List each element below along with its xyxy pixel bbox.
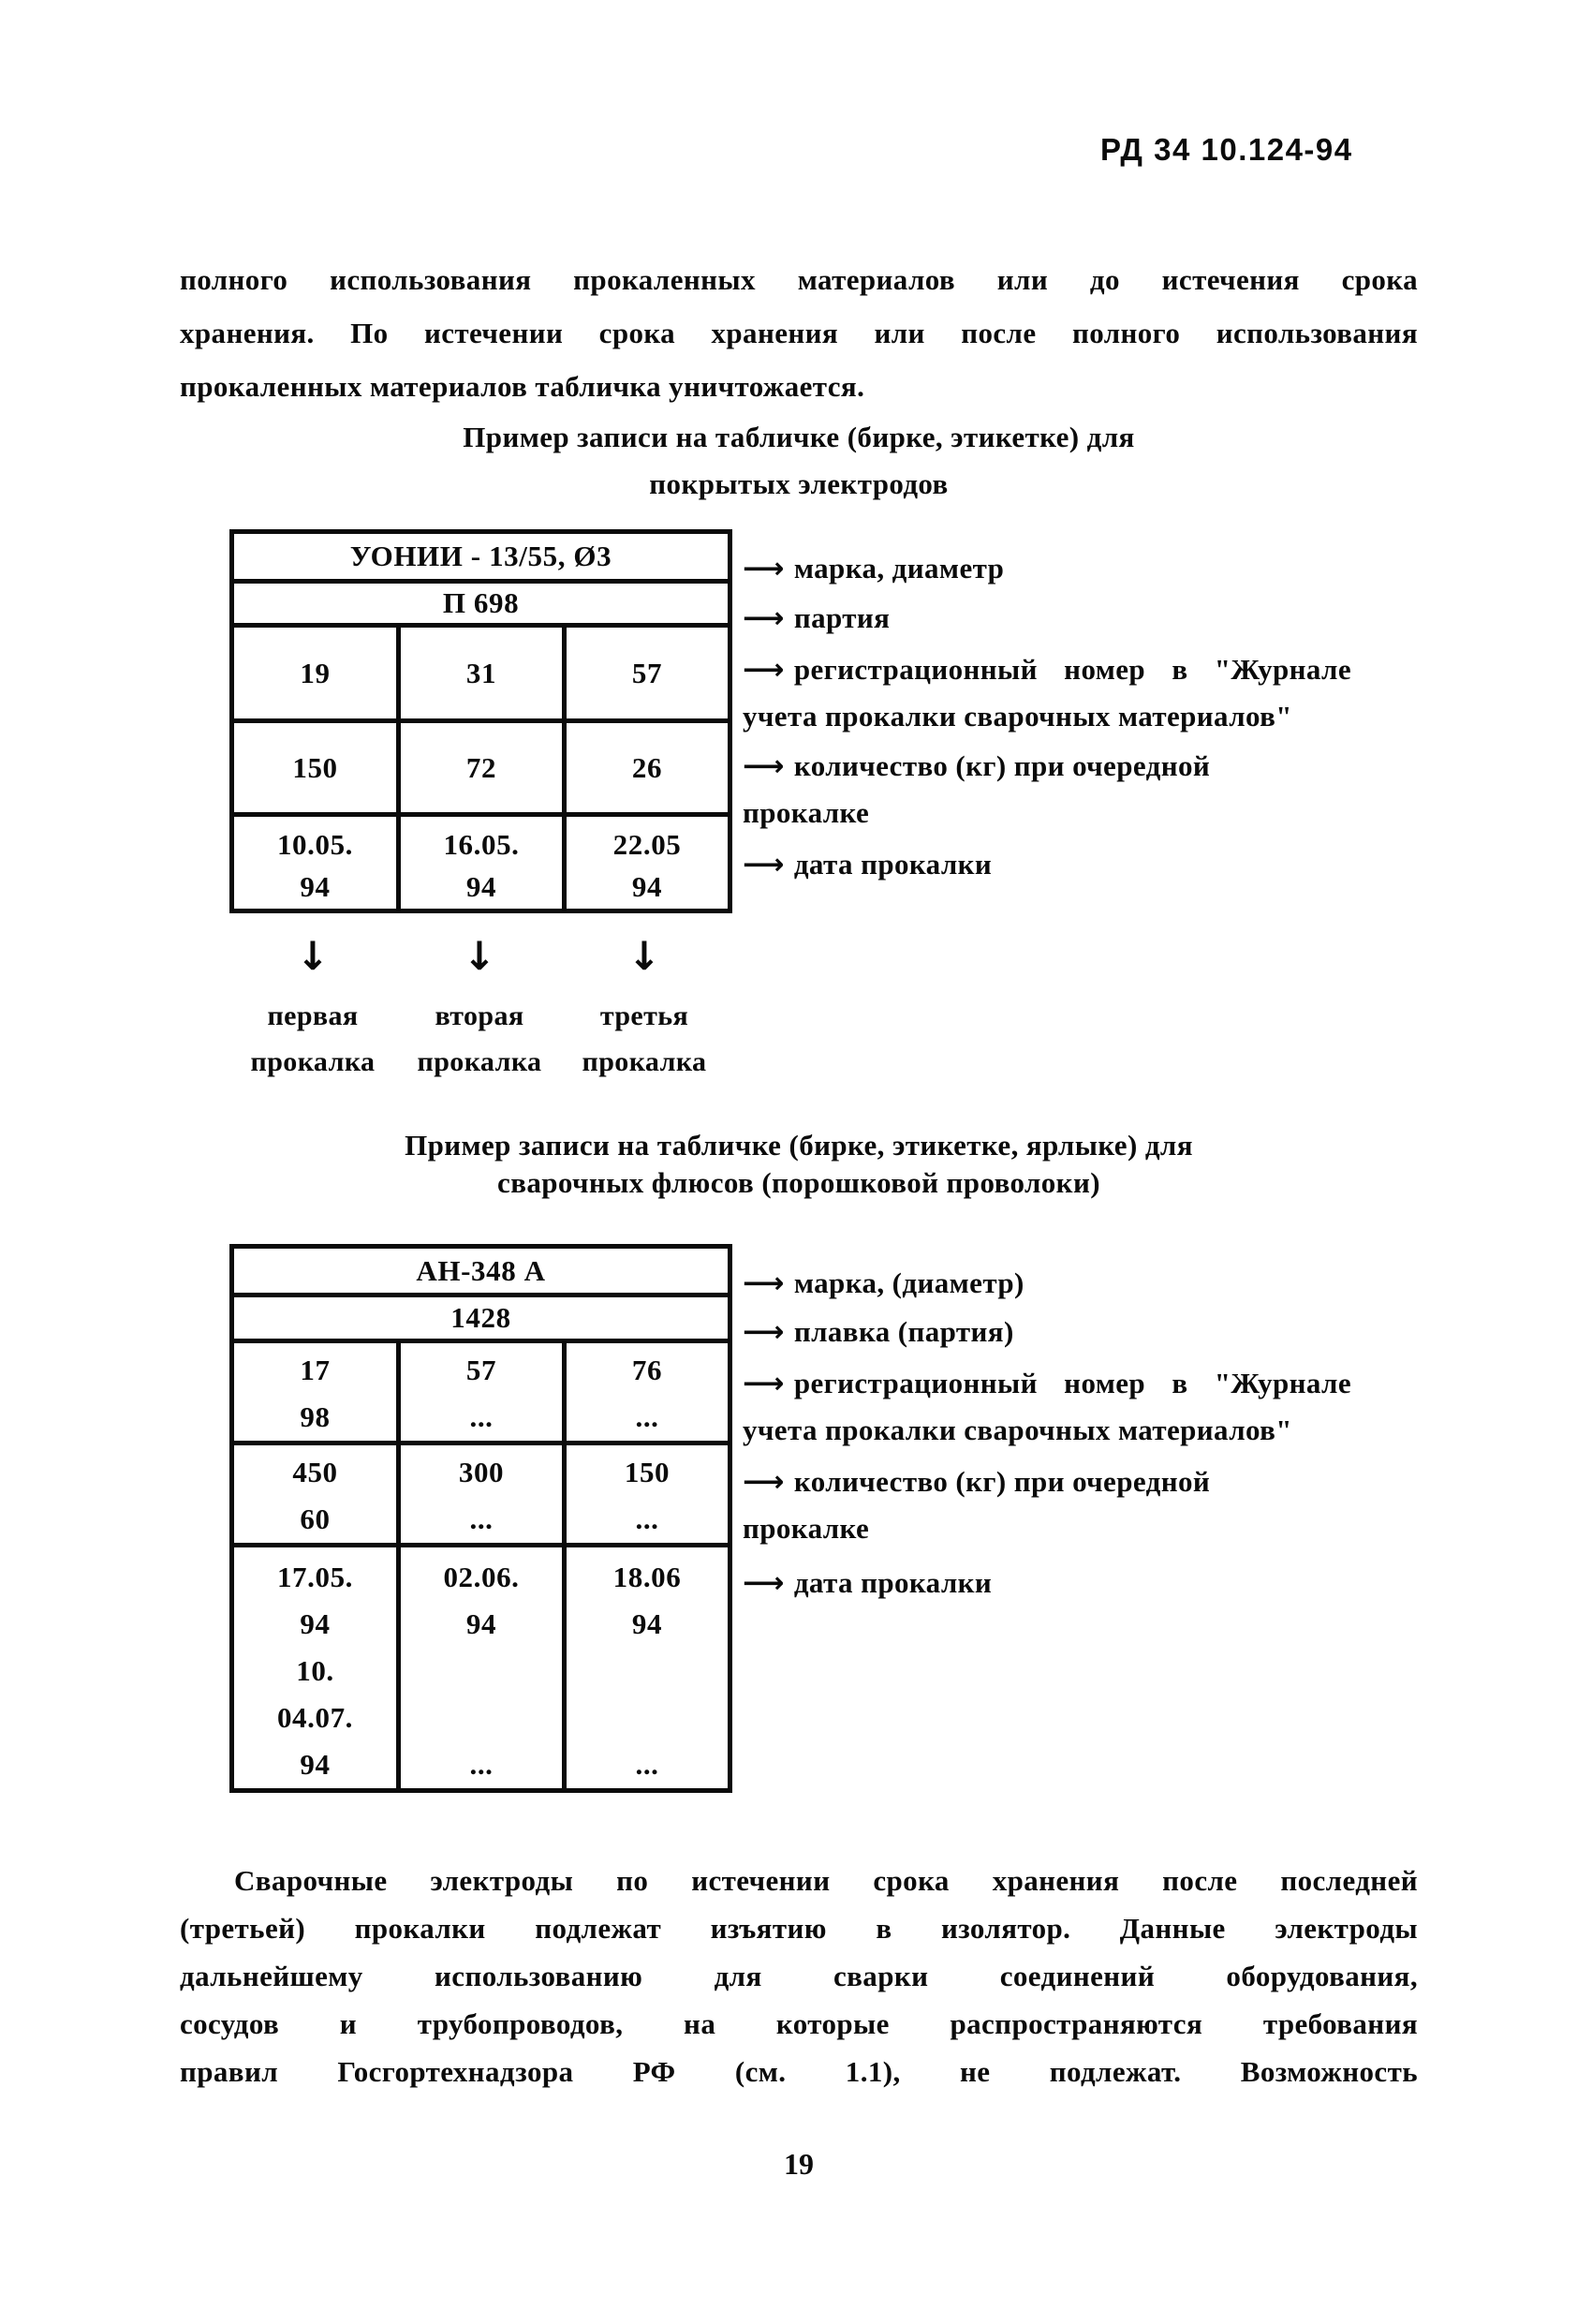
right-arrow-icon: ⟶ [743, 552, 785, 585]
right-arrow-icon: ⟶ [743, 601, 785, 635]
example2-title-line: Пример записи на табличке (бирке, этикет… [405, 1129, 1193, 1162]
annotation-date: ⟶ дата прокалки [743, 841, 1372, 888]
quantity-cell: 300 ... [396, 1441, 567, 1547]
example1-title: Пример записи на табличке (бирке, этикет… [180, 414, 1418, 508]
mark-cell: АН-348 А [228, 1244, 733, 1297]
annotation-melt: ⟶ плавка (партия) [743, 1309, 1372, 1355]
flux-label-plate: АН-348 А 1428 17 98 57 ... 76 ... 450 60… [228, 1244, 733, 1793]
batch-cell: П 698 [228, 579, 733, 628]
annotation-mark: ⟶ марка, (диаметр) [743, 1260, 1372, 1307]
date-cell: 22.05 94 [561, 812, 733, 913]
right-arrow-icon: ⟶ [743, 848, 785, 881]
reg-number-cell: 57 [561, 623, 733, 723]
closing-paragraph: Сварочные электроды по истечении срока х… [180, 1857, 1418, 2095]
closing-line: сосудов и трубопроводов, на которые расп… [180, 2007, 1418, 2040]
annotation-line: ⟶ регистрационный номер в "Журнале [743, 646, 1351, 693]
annotation-quantity: ⟶ количество (кг) при очередной прокалке [743, 743, 1372, 836]
date-cell: 17.05. 94 10. 04.07. 94 [229, 1543, 401, 1793]
date-cell: 16.05. 94 [396, 812, 567, 913]
melt-cell: 1428 [228, 1293, 733, 1343]
annotation-date: ⟶ дата прокалки [743, 1560, 1372, 1606]
right-arrow-icon: ⟶ [743, 1367, 785, 1400]
calcination-label: третья прокалка [582, 1000, 707, 1077]
annotation-line: учета прокалки сварочных материалов" [743, 700, 1292, 733]
document-number: РД 34 10.124-94 [1100, 132, 1353, 167]
annotation-quantity: ⟶ количество (кг) при очередной прокалке [743, 1458, 1372, 1552]
example1-title-line: покрытых электродов [649, 467, 949, 500]
annotation-text: дата прокалки [793, 1566, 993, 1599]
annotation-text: марка, диаметр [793, 552, 1005, 585]
page-number: 19 [784, 2147, 814, 2181]
annotation-text: регистрационный номер в "Журнале [793, 653, 1351, 686]
intro-paragraph: полного использования прокаленных матери… [180, 253, 1418, 413]
closing-line: Сварочные электроды по истечении срока х… [234, 1864, 1418, 1897]
example2-title-line: сварочных флюсов (порошковой проволоки) [497, 1166, 1100, 1199]
electrode-label-plate: УОНИИ - 13/55, Ø3 П 698 19 31 57 150 72 … [228, 529, 733, 913]
date-cell: 02.06. 94 ... [396, 1543, 567, 1793]
annotation-text: количество (кг) при очередной [793, 1465, 1211, 1498]
example2-title: Пример записи на табличке (бирке, этикет… [180, 1127, 1418, 1202]
mark-cell: УОНИИ - 13/55, Ø3 [228, 529, 733, 584]
annotation-line: ⟶ количество (кг) при очередной [743, 743, 1372, 790]
right-arrow-icon: ⟶ [743, 1266, 785, 1300]
annotation-mark: ⟶ марка, диаметр [743, 545, 1372, 592]
calcination-label: первая прокалка [250, 1000, 376, 1077]
closing-line: дальнейшему использованию для сварки сое… [180, 1960, 1418, 1992]
down-arrow-icon: ↓ [463, 933, 496, 979]
annotation-line: учета прокалки сварочных материалов" [743, 1414, 1292, 1446]
intro-line: прокаленных материалов табличка уничтожа… [180, 370, 865, 403]
closing-line: (третьей) прокалки подлежат изъятию в из… [180, 1912, 1418, 1945]
intro-line: хранения. По истечении срока хранения ил… [180, 317, 1418, 349]
reg-number-cell: 17 98 [229, 1339, 401, 1445]
intro-line: полного использования прокаленных матери… [180, 263, 1418, 296]
reg-number-cell: 31 [396, 623, 567, 723]
annotation-line: прокалке [743, 1512, 870, 1545]
annotation-text: марка, (диаметр) [793, 1266, 1024, 1299]
down-arrow-icon: ↓ [296, 933, 330, 979]
annotation-text: плавка (партия) [793, 1315, 1014, 1348]
right-arrow-icon: ⟶ [743, 1465, 785, 1499]
quantity-cell: 450 60 [229, 1441, 401, 1547]
right-arrow-icon: ⟶ [743, 1566, 785, 1600]
right-arrow-icon: ⟶ [743, 749, 785, 783]
quantity-cell: 150 ... [561, 1441, 733, 1547]
annotation-reg-number: ⟶ регистрационный номер в "Журнале учета … [743, 1360, 1372, 1454]
closing-line: правил Госгортехнадзора РФ (см. 1.1), не… [180, 2055, 1418, 2088]
annotation-text: дата прокалки [793, 848, 993, 881]
down-arrow-icon: ↓ [627, 933, 661, 979]
annotation-line: ⟶ количество (кг) при очередной [743, 1458, 1372, 1505]
calcination-label: вторая прокалка [417, 1000, 542, 1077]
right-arrow-icon: ⟶ [743, 1315, 785, 1349]
annotation-text: партия [793, 601, 891, 634]
date-cell: 18.06 94 ... [561, 1543, 733, 1793]
reg-number-cell: 19 [229, 623, 401, 723]
quantity-cell: 26 [561, 718, 733, 817]
date-cell: 10.05. 94 [229, 812, 401, 913]
quantity-cell: 72 [396, 718, 567, 817]
annotation-reg-number: ⟶ регистрационный номер в "Журнале учета … [743, 646, 1372, 740]
reg-number-cell: 76 ... [561, 1339, 733, 1445]
annotation-line: ⟶ регистрационный номер в "Журнале [743, 1360, 1351, 1407]
example1-title-line: Пример записи на табличке (бирке, этикет… [463, 421, 1135, 453]
annotation-text: количество (кг) при очередной [793, 749, 1211, 782]
annotation-text: регистрационный номер в "Журнале [793, 1367, 1351, 1399]
annotation-batch: ⟶ партия [743, 595, 1372, 642]
annotation-line: прокалке [743, 796, 870, 829]
quantity-cell: 150 [229, 718, 401, 817]
reg-number-cell: 57 ... [396, 1339, 567, 1445]
right-arrow-icon: ⟶ [743, 653, 785, 687]
